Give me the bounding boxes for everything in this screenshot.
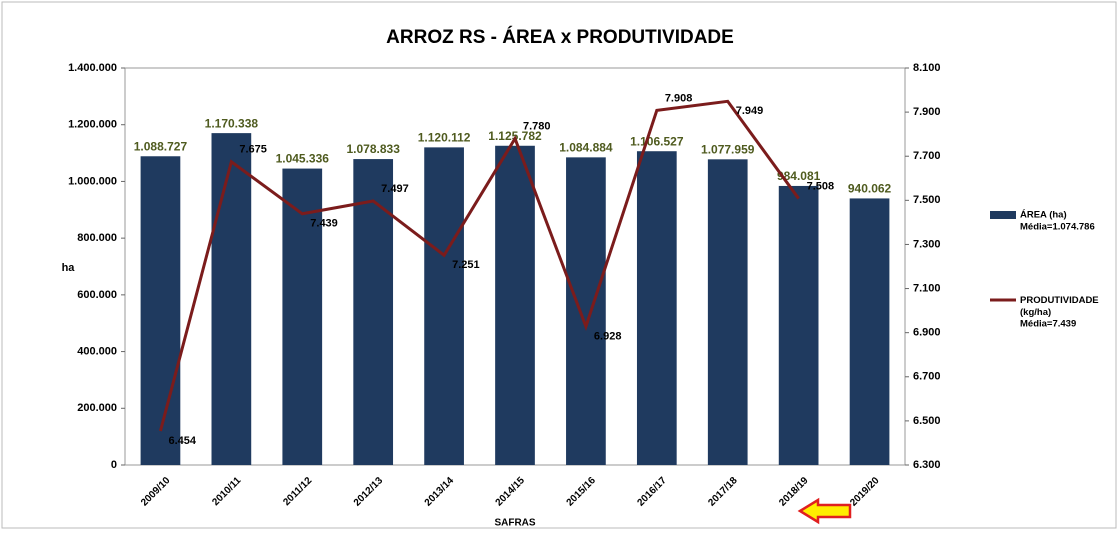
bar-value-label: 1.106.527	[630, 134, 684, 148]
bar-value-label: 1.077.959	[701, 142, 755, 156]
y2-tick-label: 7.300	[913, 238, 941, 250]
bar-value-label: 1.078.833	[346, 142, 400, 156]
y2-tick-label: 8.100	[913, 62, 941, 74]
y2-tick-label: 6.300	[913, 459, 941, 471]
line-value-label: 7.908	[665, 92, 693, 104]
line-value-label: 6.928	[594, 330, 622, 342]
y2-tick-label: 7.100	[913, 282, 941, 294]
bar	[211, 133, 252, 465]
y-tick-label: 0	[111, 459, 117, 471]
line-value-label: 7.508	[807, 180, 835, 192]
bar	[424, 147, 464, 466]
y-tick-label: 600.000	[77, 289, 117, 301]
y-axis-label: ha	[62, 262, 76, 274]
bar	[282, 168, 323, 465]
line	[159, 99, 800, 432]
x-axis-label: SAFRAS	[494, 518, 535, 529]
y-tick-label: 800.000	[77, 232, 117, 244]
bar-value-label: 1.120.112	[418, 131, 471, 145]
legend-label: ÁREA (ha)	[1020, 210, 1067, 221]
legend-label: PRODUTIVIDADE (kg/ha)	[1020, 295, 1099, 318]
y2-tick-label: 6.700	[913, 371, 941, 383]
y2-tick-label: 7.900	[913, 106, 941, 118]
line-value-label: 7.675	[239, 144, 267, 156]
bar	[707, 159, 748, 465]
bar-value-label: 1.084.884	[559, 141, 613, 155]
y2-tick-label: 6.500	[913, 415, 941, 427]
bar	[566, 157, 606, 465]
y2-tick-label: 7.500	[913, 194, 941, 206]
arrow-annotation	[797, 497, 852, 525]
bar	[778, 185, 819, 465]
y2-tick-label: 6.900	[913, 327, 941, 339]
y-tick-label: 200.000	[77, 402, 117, 414]
line-value-label: 7.439	[310, 218, 338, 230]
line-value-label: 7.251	[452, 259, 480, 271]
legend-swatch	[990, 211, 1016, 219]
bar-value-label: 1.088.727	[134, 139, 188, 153]
bar	[849, 198, 890, 465]
line-value-label: 7.497	[381, 183, 409, 195]
line-value-label: 7.780	[523, 120, 551, 132]
chart-title: ARROZ RS - ÁREA x PRODUTIVIDADE	[386, 26, 734, 48]
bar-value-label: 1.045.336	[276, 152, 330, 166]
bar	[140, 156, 181, 465]
legend-note: Média=1.074.786	[1020, 222, 1095, 233]
line-value-label: 7.949	[736, 105, 764, 117]
bar-value-label: 1.170.338	[205, 116, 259, 130]
y2-tick-label: 7.700	[913, 150, 941, 162]
y-tick-label: 1.400.000	[68, 62, 117, 74]
bar	[636, 151, 677, 465]
legend-note: Média=7.439	[1020, 319, 1076, 330]
y-tick-label: 1.200.000	[68, 119, 117, 131]
line-value-label: 6.454	[168, 435, 196, 447]
y-tick-label: 1.000.000	[68, 175, 117, 187]
bar-value-label: 940.062	[848, 182, 892, 196]
y-tick-label: 400.000	[77, 345, 117, 357]
bar	[495, 145, 535, 466]
bar-value-label: 984.081	[777, 169, 821, 183]
